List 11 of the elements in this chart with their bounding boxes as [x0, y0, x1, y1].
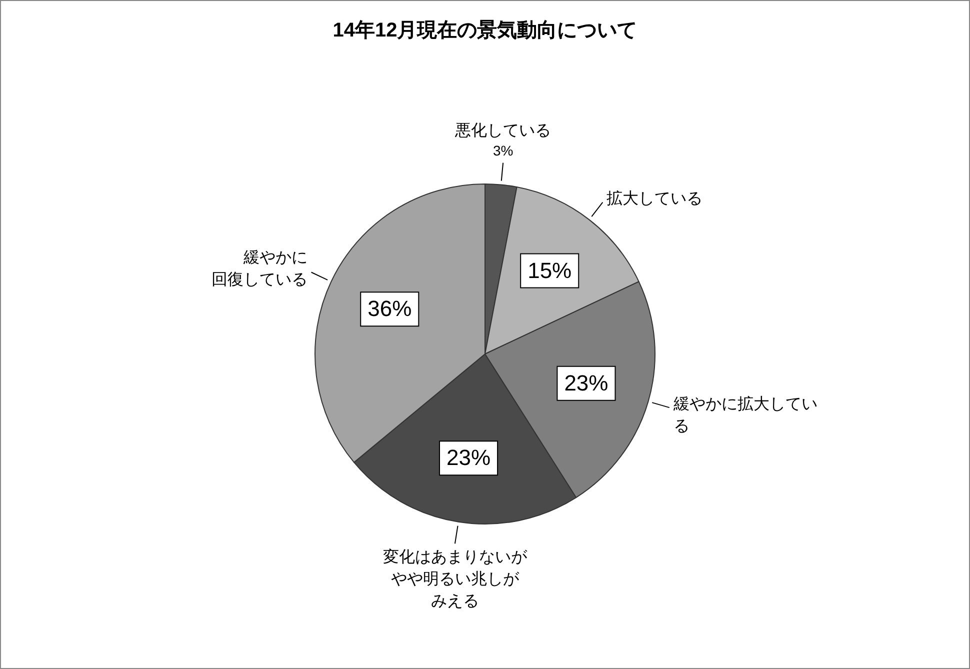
data-label: 15% — [528, 258, 572, 283]
data-label: 3% — [492, 142, 514, 159]
data-label: 36% — [368, 296, 412, 322]
slice-label: 悪化している — [454, 122, 552, 140]
data-label: 23% — [446, 445, 491, 470]
slice-label: 変化はあまりないがやや明るい兆しがみえる — [382, 548, 528, 610]
chart-title: 14年12月現在の景気動向について — [332, 20, 638, 42]
slice-label: 緩やかに回復している — [211, 250, 308, 289]
slice-label: 拡大している — [606, 190, 703, 208]
slice-label: 緩やかに拡大している — [672, 394, 818, 435]
data-label: 23% — [564, 370, 608, 396]
